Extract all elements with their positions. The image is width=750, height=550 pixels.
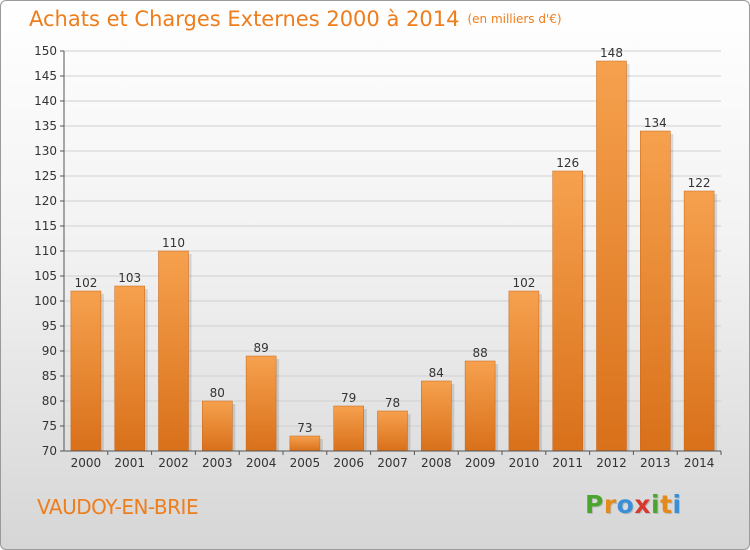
- x-tick-label: 2007: [377, 456, 408, 470]
- y-tick-label: 150: [34, 44, 57, 58]
- data-label: 84: [429, 366, 444, 380]
- x-tick-label: 2002: [158, 456, 189, 470]
- data-label: 134: [644, 116, 667, 130]
- bar-2000: [70, 290, 102, 452]
- data-label: 148: [600, 46, 623, 60]
- logo-letter: r: [603, 490, 617, 519]
- bar-2013: [640, 130, 671, 452]
- data-label: 122: [688, 176, 711, 190]
- x-tick-label: 2010: [509, 456, 540, 470]
- logo-letter: P: [585, 490, 604, 519]
- chart-title: Achats et Charges Externes 2000 à 2014 (e…: [29, 7, 562, 31]
- bar-2005: [289, 435, 321, 452]
- bar-2007: [377, 410, 408, 452]
- x-tick-label: 2012: [596, 456, 627, 470]
- bar-2006: [333, 405, 364, 452]
- y-tick-label: 85: [42, 369, 57, 383]
- y-tick-label: 130: [34, 144, 57, 158]
- y-tick-label: 115: [34, 219, 57, 233]
- logo-letter: t: [660, 490, 673, 519]
- x-tick-label: 2013: [640, 456, 671, 470]
- bar-2014: [683, 190, 715, 452]
- bar-2004: [245, 355, 277, 452]
- logo-letter: i: [651, 490, 661, 519]
- y-tick-label: 120: [34, 194, 57, 208]
- bar-2003: [202, 400, 233, 452]
- data-label: 73: [297, 421, 312, 435]
- y-tick-label: 145: [34, 69, 57, 83]
- data-label: 103: [118, 271, 141, 285]
- y-tick-label: 70: [42, 444, 57, 458]
- y-tick-label: 125: [34, 169, 57, 183]
- y-tick-label: 140: [34, 94, 57, 108]
- bar-2009: [464, 360, 496, 452]
- data-labels: 102 103 110 80 89 73 79 78 84 88 102 126 148 134 122: [74, 46, 710, 435]
- data-label: 79: [341, 391, 356, 405]
- x-tick-label: 2005: [290, 456, 321, 470]
- y-tick-label: 75: [42, 419, 57, 433]
- data-label: 78: [385, 396, 400, 410]
- data-label: 110: [162, 236, 185, 250]
- x-tick-label: 2000: [71, 456, 102, 470]
- axes: 70 75 80 85 90 95 100 105 110 115 120 125 130 135 140 1…: [34, 44, 722, 470]
- x-tick-label: 2003: [202, 456, 233, 470]
- logo-letter: i: [672, 490, 682, 519]
- logo-letter: o: [616, 490, 635, 519]
- data-label: 102: [512, 276, 535, 290]
- bars: [70, 60, 718, 452]
- data-label: 80: [210, 386, 225, 400]
- bar-2010: [508, 290, 540, 452]
- y-tick-label: 135: [34, 119, 57, 133]
- y-tick-label: 90: [42, 344, 57, 358]
- bar-2001: [114, 285, 145, 452]
- logo-letter: x: [634, 490, 651, 519]
- y-tick-label: 105: [34, 269, 57, 283]
- proxiti-logo[interactable]: Proxiti: [585, 490, 682, 519]
- x-tick-label: 2008: [421, 456, 452, 470]
- chart-title-text: Achats et Charges Externes 2000 à 2014: [29, 7, 460, 31]
- y-tick-label: 110: [34, 244, 57, 258]
- x-tick-label: 2004: [246, 456, 277, 470]
- bar-2008: [421, 380, 452, 452]
- data-label: 89: [253, 341, 268, 355]
- x-tick-label: 2009: [465, 456, 496, 470]
- chart-unit: (en milliers d'€): [467, 12, 562, 26]
- data-label: 126: [556, 156, 579, 170]
- x-tick-label: 2001: [114, 456, 145, 470]
- y-tick-label: 80: [42, 394, 57, 408]
- y-tick-label: 100: [34, 294, 57, 308]
- x-tick-label: 2006: [333, 456, 364, 470]
- y-tick-label: 95: [42, 319, 57, 333]
- town-name: VAUDOY-EN-BRIE: [37, 495, 199, 519]
- x-tick-label: 2014: [684, 456, 715, 470]
- bar-2002: [158, 250, 189, 452]
- data-label: 102: [74, 276, 97, 290]
- bar-2012: [596, 60, 627, 452]
- x-tick-label: 2011: [552, 456, 583, 470]
- bar-2011: [552, 170, 583, 452]
- data-label: 88: [472, 346, 487, 360]
